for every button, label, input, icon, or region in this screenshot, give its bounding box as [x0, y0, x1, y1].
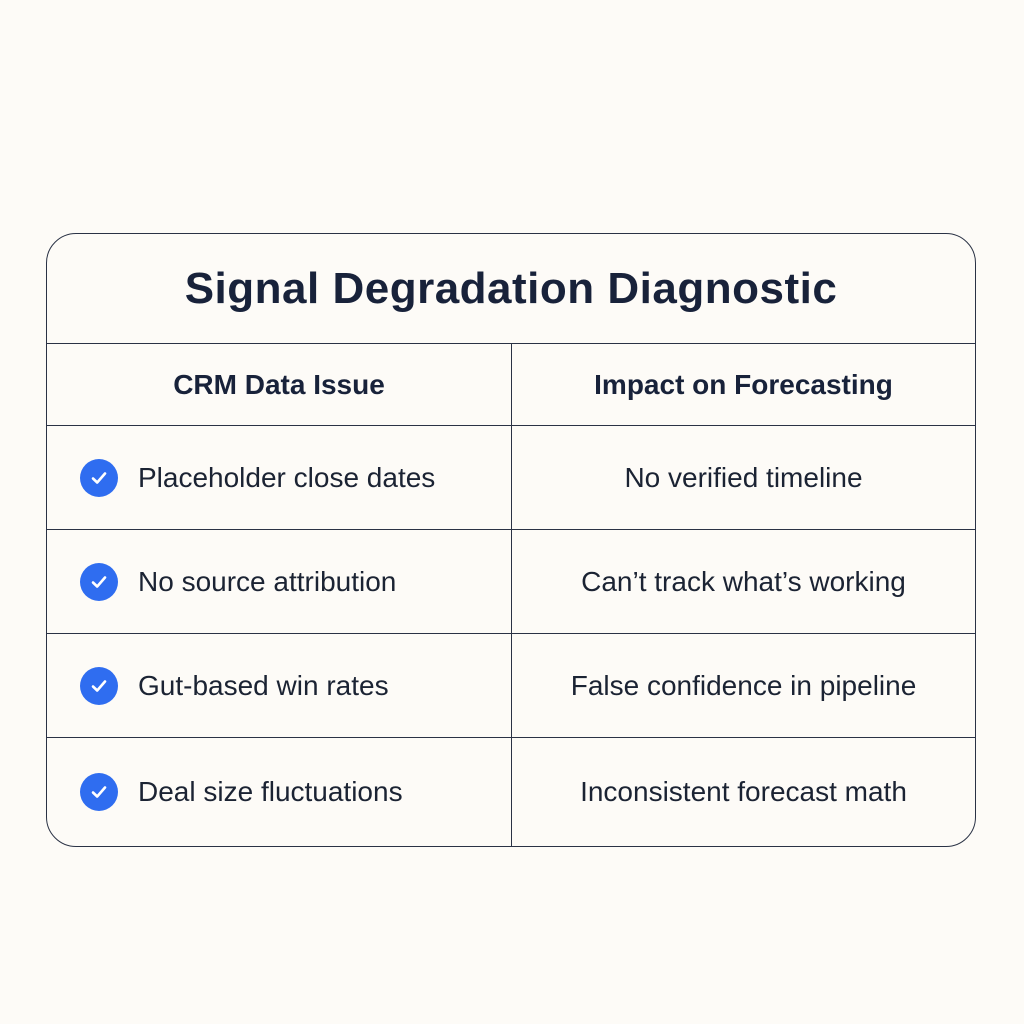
impact-label: Can’t track what’s working [512, 530, 975, 634]
check-circle-icon [80, 666, 118, 705]
impact-label: Inconsistent forecast math [580, 776, 907, 807]
table-row-issue: No source attribution [47, 530, 512, 634]
impact-label: No verified timeline [512, 426, 975, 530]
table-row-issue: Placeholder close dates [47, 426, 512, 530]
check-circle-icon [80, 458, 118, 497]
table-row-issue: Deal size fluctuations [47, 738, 512, 846]
column-header-issue: CRM Data Issue [47, 344, 512, 426]
table-row-issue: Gut-based win rates [47, 634, 512, 738]
issue-label: No source attribution [138, 565, 397, 597]
card-title: Signal Degradation Diagnostic [47, 234, 975, 344]
check-circle-icon [80, 773, 118, 811]
diagnostic-card: Signal Degradation Diagnostic CRM Data I… [46, 233, 976, 847]
diagnostic-table: CRM Data Issue Impact on Forecasting Pla… [47, 344, 975, 846]
issue-label: Gut-based win rates [138, 669, 389, 701]
impact-label: False confidence in pipeline [512, 634, 975, 738]
column-header-impact: Impact on Forecasting [512, 344, 975, 426]
check-circle-icon [80, 562, 118, 601]
issue-label: Deal size fluctuations [138, 776, 403, 807]
issue-label: Placeholder close dates [138, 461, 436, 493]
